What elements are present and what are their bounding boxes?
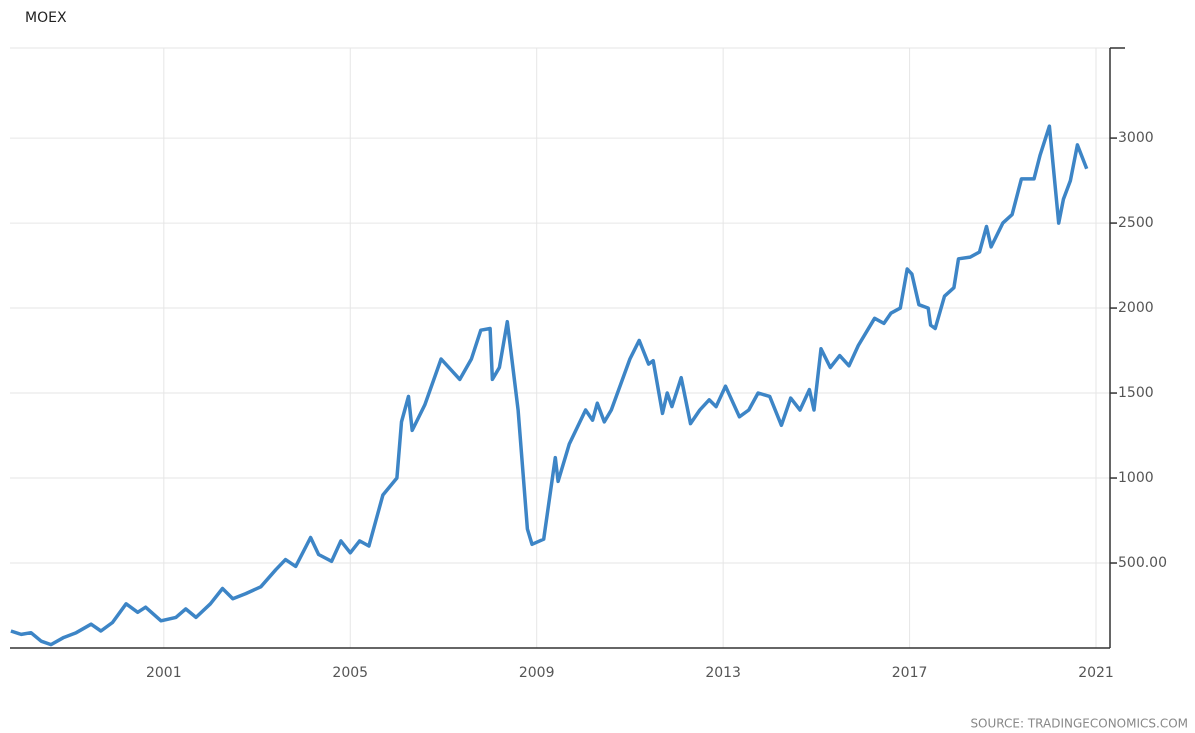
x-tick-label: 2005 [332,665,368,681]
chart-title: MOEX [25,10,67,26]
y-tick-label: 3000 [1118,130,1154,146]
y-tick-label: 1000 [1118,470,1154,486]
x-tick-label: 2017 [892,665,928,681]
line-series [10,124,1089,647]
x-tick-label: 2013 [705,665,741,681]
x-tick-label: 2021 [1078,665,1114,681]
x-tick-label: 2009 [519,665,555,681]
y-tick-label: 1500 [1118,385,1154,401]
source: SOURCE: TRADINGECONOMICS.COM [970,717,1188,731]
x-tick-label: 2001 [146,665,182,681]
y-tick-label: 2500 [1118,215,1154,231]
y-tick-label: 500.00 [1118,555,1167,571]
y-tick-label: 2000 [1118,300,1154,316]
